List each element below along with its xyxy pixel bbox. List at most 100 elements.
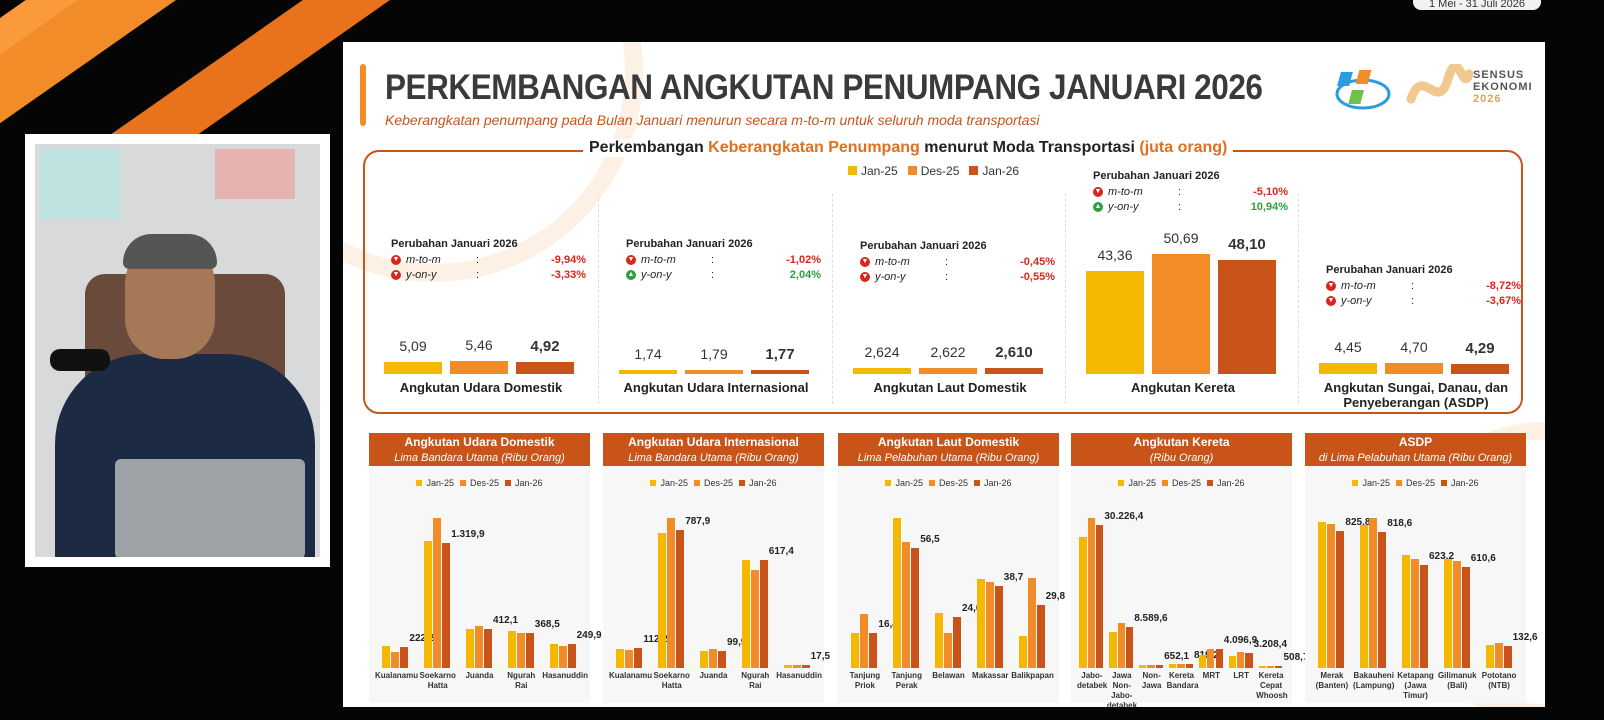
legend-item: Des-25: [459, 478, 499, 488]
summary-bar: [685, 369, 743, 374]
colon: :: [711, 253, 715, 266]
chart-legend: Jan-25 Des-25 Jan-26: [369, 478, 590, 488]
chart-bar: [667, 518, 676, 668]
change-title: Perubahan Januari 2026: [626, 238, 753, 250]
mtm-value: -8,72%: [1486, 279, 1521, 292]
yoy-label: y-on-y: [875, 270, 906, 283]
chart-bar: [567, 644, 576, 668]
chart-bar: [1147, 664, 1155, 668]
chart-title: Angkutan Kereta: [1133, 435, 1230, 449]
colon: :: [945, 255, 949, 268]
chart-bar: [709, 649, 717, 668]
summary-bar: [1086, 271, 1144, 374]
legend-item: Jan-25: [1352, 478, 1390, 488]
mtm-label: m-to-m: [641, 253, 676, 266]
data-label: 818,6: [1387, 518, 1413, 530]
colon: :: [476, 268, 480, 281]
summary-bar: [919, 367, 977, 374]
chart-bar: [893, 518, 902, 668]
summary-bar: [384, 361, 442, 374]
yoy-row: ▼ y-on-y: -0,55%: [860, 269, 1055, 284]
legend-label: Des-25: [703, 478, 733, 488]
group-name: Angkutan Sungai, Danau, dan Penyeberanga…: [1323, 380, 1509, 410]
category-label: Belawan: [932, 671, 965, 680]
wall-window: [215, 149, 295, 199]
chart-bar: [634, 648, 643, 668]
chart-bar: [1485, 644, 1494, 668]
summary-bar-label: 1,77: [765, 345, 795, 363]
chart-header: Angkutan Udara Internasional Lima Bandara…: [603, 433, 824, 466]
chart-bar: [1198, 654, 1207, 668]
chart-bar: [484, 628, 492, 668]
chart-bar: [1228, 655, 1237, 668]
mtm-row: ▼ m-to-m: -8,72%: [1326, 278, 1521, 293]
data-label: 819,2: [1194, 650, 1219, 661]
chart-bar: [1185, 664, 1193, 668]
chart-bar: [911, 548, 920, 668]
sensus-ekonomi-emblem-icon: [1406, 64, 1473, 104]
summary-bar-label: 4,92: [530, 338, 560, 356]
summary-bar-label: 4,45: [1334, 339, 1362, 356]
category-label: Kualanamu: [375, 671, 419, 680]
summary-bar: [985, 367, 1043, 374]
legend-item: Jan-26: [974, 478, 1012, 488]
summary-bar-label: 4,29: [1465, 339, 1495, 357]
summary-bar-label: 5,46: [465, 337, 493, 354]
chart-panel: Angkutan Udara Domestik Lima Bandara Utam…: [369, 433, 602, 703]
mtm-value: -5,10%: [1253, 185, 1288, 198]
chart-title: Angkutan Laut Domestik: [877, 435, 1020, 449]
legend-item: Jan-26: [969, 164, 1019, 178]
chart-title: Angkutan Udara Domestik: [404, 435, 555, 449]
colon: :: [945, 270, 949, 283]
category-label: Ketapang (Jawa Timur): [1397, 671, 1434, 700]
chart-bar: [700, 651, 708, 668]
category-label: Makassar: [972, 671, 1009, 680]
chart-bar: [1318, 522, 1327, 668]
legend-label: Jan-25: [1128, 478, 1156, 488]
logo-line: SENSUS: [1473, 69, 1525, 81]
slide-title: PERKEMBANGAN ANGKUTAN PENUMPANG JANUARI …: [385, 68, 1263, 107]
colon: :: [1178, 200, 1182, 213]
summary-bar: [516, 362, 574, 374]
data-label: 8.589,6: [1134, 613, 1168, 625]
legend-item: Jan-26: [1207, 478, 1245, 488]
chart-plot: 825,8 Merak (Banten) 818,6 Bakauheni (Lampu…: [1311, 493, 1538, 700]
colon: :: [476, 253, 480, 266]
data-label: 412,1: [493, 614, 519, 626]
chart-bar: [783, 665, 792, 668]
data-label: 132,6: [1512, 632, 1538, 644]
data-label: 617,4: [768, 546, 794, 558]
yoy-value: -3,33%: [551, 268, 586, 281]
category-label: Pototano (NTB): [1481, 671, 1517, 690]
chart-bar: [676, 530, 685, 668]
yoy-value: 10,94%: [1250, 200, 1288, 213]
legend-label: Jan-25: [861, 164, 898, 178]
chart-bar: [953, 617, 961, 668]
summary-bar-label: 2,622: [930, 343, 966, 360]
chart-bar: [718, 650, 726, 668]
category-label: Tanjung Perak: [891, 671, 922, 690]
yoy-value: -3,67%: [1486, 294, 1521, 307]
legend-item: Jan-25: [650, 478, 688, 488]
chart-bar: [391, 651, 400, 668]
change-title: Perubahan Januari 2026: [860, 240, 987, 252]
chart-header: Angkutan Laut Domestik Lima Pelabuhan Uta…: [838, 433, 1059, 466]
group-name: Angkutan Udara Internasional: [623, 380, 809, 395]
legend-label: Des-25: [938, 478, 968, 488]
summary-bar-label: 48,10: [1228, 236, 1266, 253]
chart-bar: [1139, 665, 1147, 668]
chart-bar: [1402, 555, 1410, 668]
mtm-label: m-to-m: [1341, 279, 1376, 292]
arrow-down-circle-icon: ▼: [391, 254, 401, 265]
summary-bar-label: 50,69: [1163, 229, 1199, 246]
arrow-up-circle-icon: ▲: [626, 269, 636, 280]
data-label: 222,2: [409, 632, 435, 644]
chart-bar: [525, 633, 534, 668]
mtm-label: m-to-m: [1108, 185, 1143, 198]
chart-bar: [1336, 531, 1345, 668]
legend-label: Jan-25: [426, 478, 454, 488]
summary-bar: [450, 361, 508, 374]
chart-bar: [1018, 635, 1027, 668]
change-summary: Perubahan Januari 2026 ▼ m-to-m: -8,72% ▼ y…: [1326, 264, 1521, 308]
chart-bar: [1245, 652, 1253, 668]
